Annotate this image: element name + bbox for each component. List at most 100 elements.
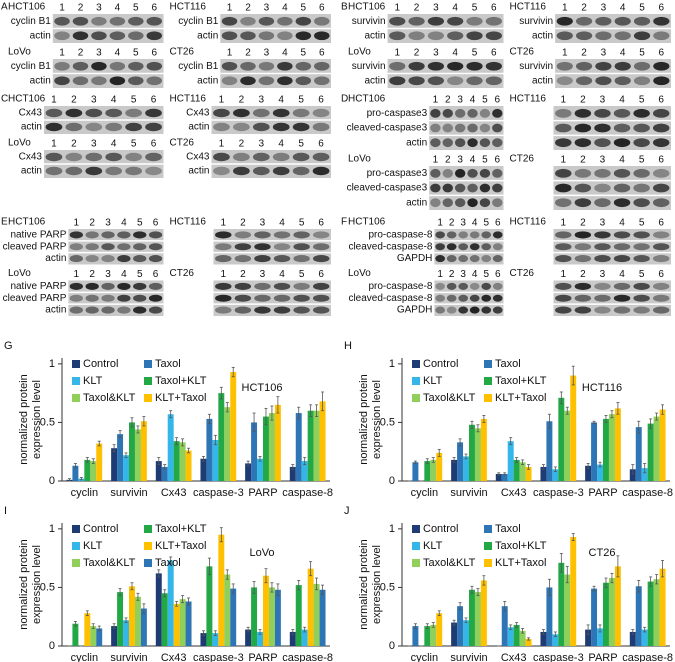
- lane-number: 3: [105, 269, 111, 280]
- row-label: pro-caspase-8: [368, 230, 432, 241]
- error-bar: [225, 402, 229, 413]
- blot-band: [492, 198, 503, 208]
- legend-swatch: [144, 394, 152, 402]
- blot-band: [492, 306, 503, 314]
- blot-band: [45, 152, 63, 162]
- bar: [161, 466, 168, 481]
- blot-band: [466, 76, 483, 86]
- error-bar: [482, 575, 486, 586]
- blot-band: [574, 183, 592, 193]
- blot-band: [574, 243, 592, 251]
- blot-band: [69, 243, 83, 251]
- blot-band: [293, 255, 310, 263]
- blot-band: [85, 282, 99, 290]
- blot-image: [553, 280, 671, 316]
- panel-letter: F: [341, 217, 347, 228]
- y-tick-label: 0.5: [380, 416, 395, 428]
- bar: [123, 455, 129, 481]
- blot-band: [273, 306, 291, 314]
- bar: [245, 463, 252, 481]
- blot-band: [292, 122, 310, 132]
- blot-band: [312, 108, 330, 118]
- cell-line-name: LoVo: [348, 268, 371, 279]
- blot-band: [633, 255, 650, 263]
- blot-band: [427, 61, 445, 71]
- lane-number: 2: [445, 155, 451, 166]
- lane-number: 1: [221, 269, 227, 280]
- error-bar: [476, 588, 480, 597]
- blot-band: [435, 306, 445, 314]
- blot-band: [574, 282, 592, 290]
- error-bar: [231, 366, 235, 378]
- error-bar: [559, 553, 563, 573]
- error-bar: [73, 463, 77, 469]
- cell-line-name: HCT116: [510, 2, 547, 13]
- bar: [480, 580, 487, 646]
- bar: [257, 631, 263, 646]
- blot-band: [469, 231, 480, 239]
- error-bar: [643, 463, 647, 474]
- row-label: Cx43: [19, 108, 43, 119]
- blot-band: [555, 198, 572, 208]
- bar: [123, 620, 129, 646]
- legend-swatch: [72, 525, 80, 533]
- lane-number: 1: [561, 269, 567, 280]
- bar: [430, 459, 437, 481]
- bar: [603, 582, 609, 646]
- row-label: cleaved-caspase-8: [348, 293, 432, 304]
- blot-band: [481, 231, 492, 239]
- bar: [647, 423, 654, 481]
- error-bar: [85, 610, 89, 616]
- lane-number: 1: [59, 3, 65, 14]
- lane-number: 4: [279, 269, 285, 280]
- chart-title: LoVo: [249, 547, 274, 559]
- bar: [552, 634, 559, 646]
- bar: [274, 589, 281, 646]
- blot-band: [272, 108, 290, 118]
- blot-band: [254, 243, 271, 251]
- blot-band: [54, 31, 70, 41]
- lane-number: 5: [131, 95, 137, 106]
- blot-image: [553, 166, 671, 210]
- error-bar: [655, 412, 659, 421]
- bar: [525, 466, 532, 481]
- lane-number: 1: [74, 269, 80, 280]
- error-bar: [276, 396, 280, 414]
- legend-swatch: [412, 377, 420, 385]
- cell-line-name: HCT116: [170, 217, 207, 228]
- error-bar: [124, 452, 128, 458]
- blot-band: [492, 123, 503, 133]
- error-bar: [264, 568, 268, 584]
- lane-number: 3: [601, 3, 607, 14]
- x-tick-label: survivin: [450, 487, 487, 499]
- blot-band: [442, 123, 453, 133]
- error-bar: [118, 430, 122, 439]
- blot-band: [215, 255, 232, 263]
- blot-band: [442, 183, 453, 193]
- blot-band: [613, 168, 631, 178]
- blot-band: [633, 108, 650, 118]
- lane-number: 3: [600, 155, 606, 166]
- legend-swatch: [72, 394, 80, 402]
- bar: [224, 574, 231, 646]
- blot-band: [555, 294, 572, 302]
- bar: [463, 456, 469, 481]
- lane-number: 1: [561, 155, 567, 166]
- legend-label: KLT: [83, 375, 103, 387]
- blot-band: [652, 168, 670, 178]
- row-label: survivin: [519, 61, 553, 72]
- blot-band: [312, 166, 330, 176]
- blot-band: [454, 123, 466, 133]
- bar: [507, 441, 514, 481]
- x-tick-label: Cx43: [161, 652, 187, 662]
- lane-number: 1: [221, 218, 227, 229]
- lane-number: 3: [91, 95, 97, 106]
- bar: [134, 429, 141, 481]
- bar: [313, 410, 320, 481]
- bar: [570, 375, 577, 481]
- blot-band: [481, 306, 492, 314]
- blot-band: [145, 122, 162, 132]
- lane-number: 5: [483, 269, 489, 280]
- blot-band: [427, 76, 445, 86]
- panel-letter: C: [1, 94, 8, 105]
